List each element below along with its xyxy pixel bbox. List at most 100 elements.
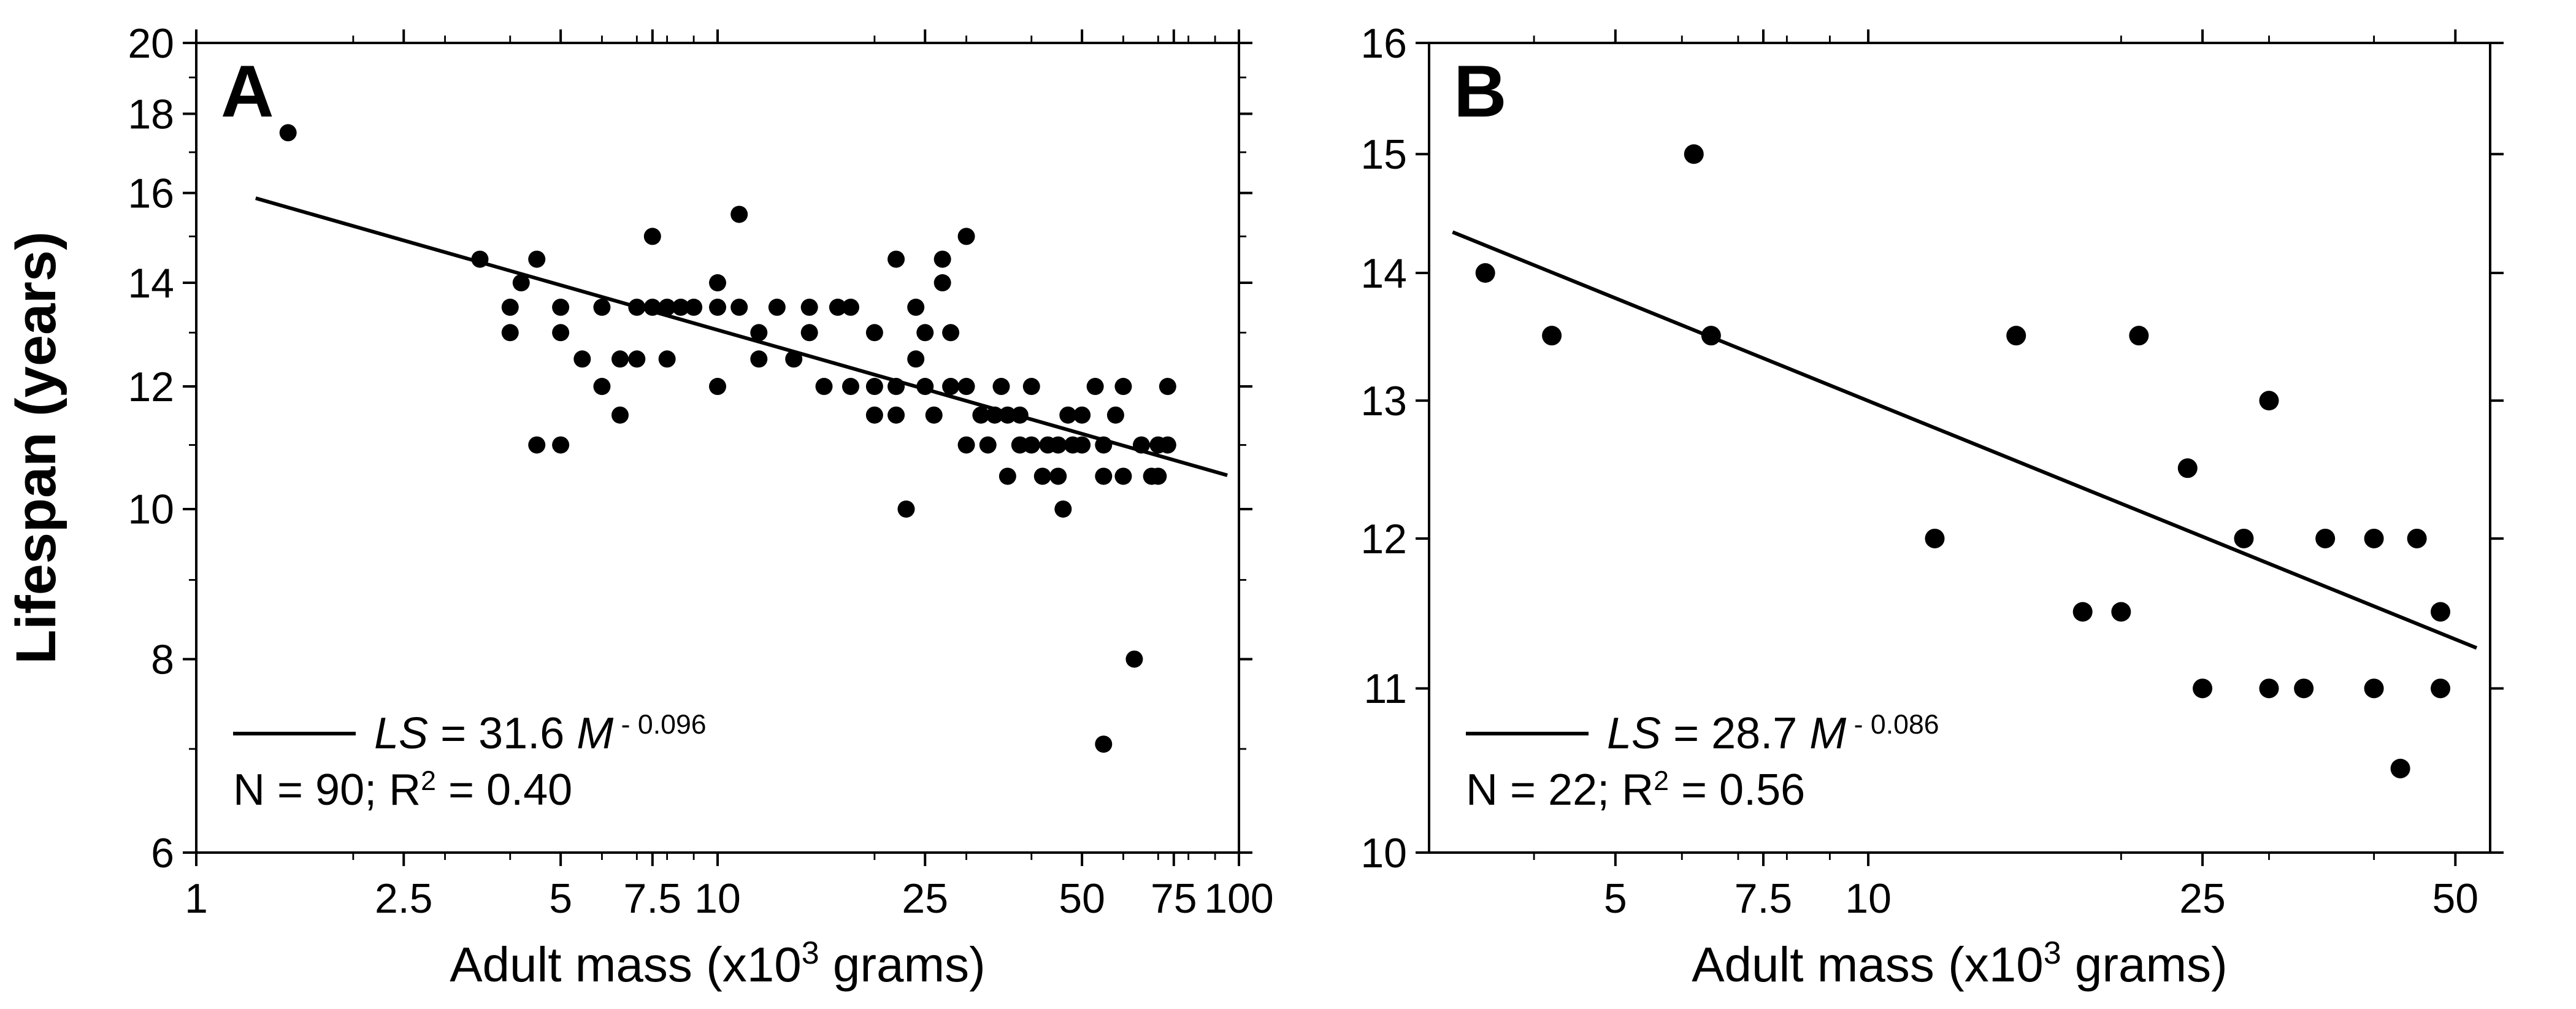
panel-a-data-point <box>709 378 726 395</box>
panel-b-data-point <box>2129 326 2149 345</box>
panel-a-data-point <box>1087 378 1104 395</box>
panel-a-data-point <box>942 324 959 341</box>
panel-a-data-point <box>816 378 833 395</box>
panel-a-data-point <box>942 378 959 395</box>
panel-a-data-point <box>897 501 914 518</box>
panel-a-xlabel: Adult mass (x103 grams) <box>450 935 986 992</box>
panel-a-data-point <box>1149 467 1167 485</box>
panel-a-ytick-label: 20 <box>128 20 174 67</box>
panel-b-ytick-label: 12 <box>1360 516 1407 562</box>
panel-a-data-point <box>1023 436 1040 453</box>
panel-a-data-point <box>593 378 610 395</box>
panel-b-data-point <box>1684 144 1704 164</box>
panel-a-data-point <box>644 228 661 245</box>
panel-a-data-point <box>1107 407 1124 424</box>
panel-a-data-point <box>887 407 905 424</box>
panel-a-data-point <box>593 299 610 316</box>
panel-a-ytick-label: 8 <box>151 636 174 683</box>
panel-a-data-point <box>958 436 975 453</box>
panel-b-xtick-label: 25 <box>2179 875 2226 922</box>
panel-a-data-point <box>1114 378 1132 395</box>
panel-a-data-point <box>552 324 569 341</box>
panel-a-data-point <box>528 251 545 268</box>
panel-a-data-point <box>644 299 661 316</box>
panel-a-data-point <box>1049 436 1067 453</box>
shared-ylabel: Lifespan (years) <box>5 231 67 664</box>
panel-a-data-point <box>552 299 569 316</box>
panel-b-xtick-label: 7.5 <box>1735 875 1793 922</box>
panel-a-data-point <box>502 299 519 316</box>
panel-b-data-point <box>2315 529 2335 548</box>
panel-a-xtick-label: 75 <box>1151 875 1197 922</box>
panel-b-axes-frame <box>1429 43 2490 853</box>
panel-b-data-point <box>2006 326 2026 345</box>
panel-a-xtick-label: 7.5 <box>624 875 682 922</box>
panel-a-data-point <box>958 378 975 395</box>
panel-b-stats: N = 22; R2 = 0.56 <box>1466 765 1805 815</box>
panel-b-data-point <box>2234 529 2253 548</box>
panel-a-ytick-label: 16 <box>128 170 174 217</box>
panel-a-xtick-label: 1 <box>185 875 208 922</box>
panel-b-data-point <box>2193 678 2212 698</box>
panel-b-data-point <box>2073 602 2093 621</box>
panel-b-data-point <box>2364 678 2384 698</box>
panel-a-xtick-label: 2.5 <box>375 875 433 922</box>
panel-a-regression-line <box>256 198 1227 475</box>
panel-a-data-point <box>611 407 629 424</box>
panel-a-data-point <box>1073 407 1091 424</box>
panel-b-data-point <box>1701 326 1721 345</box>
panel-a-data-point <box>528 436 545 453</box>
panel-b-ytick-label: 11 <box>1363 666 1407 712</box>
panel-a-data-point <box>709 299 726 316</box>
figure-svg: Lifespan (years)12.557.51025507510068101… <box>0 0 2576 1006</box>
panel-a-data-point <box>628 350 645 367</box>
panel-b-equation: LS = 28.7 M - 0.086 <box>1607 709 1939 758</box>
panel-a-data-point <box>1054 501 1071 518</box>
panel-a-panel-letter: A <box>221 50 274 132</box>
panel-b-data-point <box>1476 263 1495 283</box>
panel-a-data-point <box>1023 378 1040 395</box>
panel-b-data-point <box>1542 326 1562 345</box>
panel-b-panel-letter: B <box>1454 50 1507 132</box>
panel-a-data-point <box>842 299 859 316</box>
panel-a-equation: LS = 31.6 M - 0.096 <box>374 709 707 758</box>
panel-a-data-point <box>709 274 726 291</box>
panel-b-data-point <box>2111 602 2131 621</box>
panel-b-xtick-label: 10 <box>1845 875 1892 922</box>
panel-a-data-point <box>513 274 530 291</box>
panel-b-data-point <box>2259 391 2279 410</box>
panel-a-xtick-label: 5 <box>549 875 572 922</box>
panel-a-data-point <box>1133 436 1150 453</box>
panel-a-data-point <box>1159 436 1176 453</box>
panel-a-data-point <box>1073 436 1091 453</box>
panel-a-data-point <box>801 299 818 316</box>
panel-b-xtick-label: 5 <box>1604 875 1627 922</box>
panel-a-data-point <box>1114 467 1132 485</box>
panel-a-data-point <box>750 324 767 341</box>
panel-b-ytick-label: 14 <box>1360 250 1407 297</box>
panel-a-data-point <box>785 350 802 367</box>
panel-a-data-point <box>866 407 883 424</box>
panel-a-data-point <box>730 205 748 223</box>
panel-b-data-point <box>2259 678 2279 698</box>
panel-b-data-point <box>2178 458 2198 478</box>
panel-a-data-point <box>958 228 975 245</box>
panel-a-data-point <box>730 299 748 316</box>
panel-b-ytick-label: 13 <box>1360 378 1407 424</box>
panel-a-data-point <box>916 378 933 395</box>
panel-a-data-point <box>471 251 488 268</box>
panel-a-data-point <box>866 378 883 395</box>
panel-a-data-point <box>1095 436 1112 453</box>
panel-b-xtick-label: 50 <box>2432 875 2478 922</box>
panel-b-regression-line <box>1452 232 2477 648</box>
panel-a-data-point <box>1125 651 1143 668</box>
panel-a-data-point <box>1095 735 1112 753</box>
panel-a-data-point <box>934 251 951 268</box>
panel-a-data-point <box>1034 467 1051 485</box>
panel-a-data-point <box>552 436 569 453</box>
panel-a-data-point <box>907 350 924 367</box>
panel-a-xtick-label: 25 <box>902 875 948 922</box>
panel-a-data-point <box>887 378 905 395</box>
panel-a-data-point <box>685 299 702 316</box>
panel-a-ytick-label: 10 <box>128 486 174 533</box>
